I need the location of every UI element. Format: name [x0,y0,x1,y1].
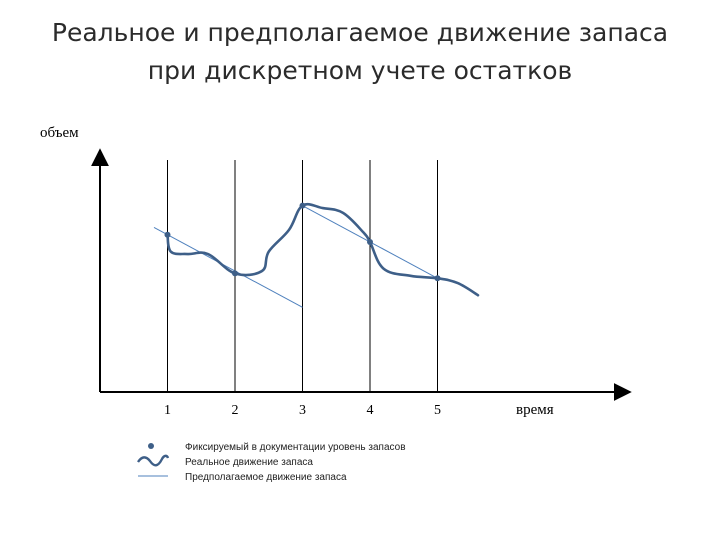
recorded-point-3 [299,202,306,209]
legend-actual-marker [137,454,170,467]
chart-title: Реальное и предполагаемое движение запас… [0,14,720,90]
x-tick-label-3: 3 [299,403,306,418]
expected-movement-lines [153,205,438,308]
recorded-point-1 [164,231,171,238]
x-tick-label-1: 1 [164,403,171,418]
recorded-point-4 [367,238,373,245]
x-axis-label: время [516,402,554,418]
title-line-1: Реальное и предполагаемое движение запас… [51,18,669,47]
y-axis-label: объем [40,125,79,141]
time-gridlines [167,160,438,392]
x-tick-label-2: 2 [232,403,239,418]
title-line-2: при дискретном учете остатков [147,56,573,85]
legend-label-recorded: Фиксируемый в документации уровень запас… [185,442,406,453]
legend-point-marker [148,443,154,449]
x-tick-label-5: 5 [434,403,441,418]
legend-label-expected: Предполагаемое движение запаса [185,472,347,483]
recorded-level-points [164,202,441,282]
expected-segment-1 [153,226,303,308]
actual-movement-line [166,202,480,297]
x-tick-label-4: 4 [367,403,374,418]
legend: Фиксируемый в документации уровень запас… [137,442,406,483]
legend-label-actual: Реальное движение запаса [185,457,313,468]
recorded-point-5 [434,275,441,282]
recorded-point-2 [232,270,238,277]
